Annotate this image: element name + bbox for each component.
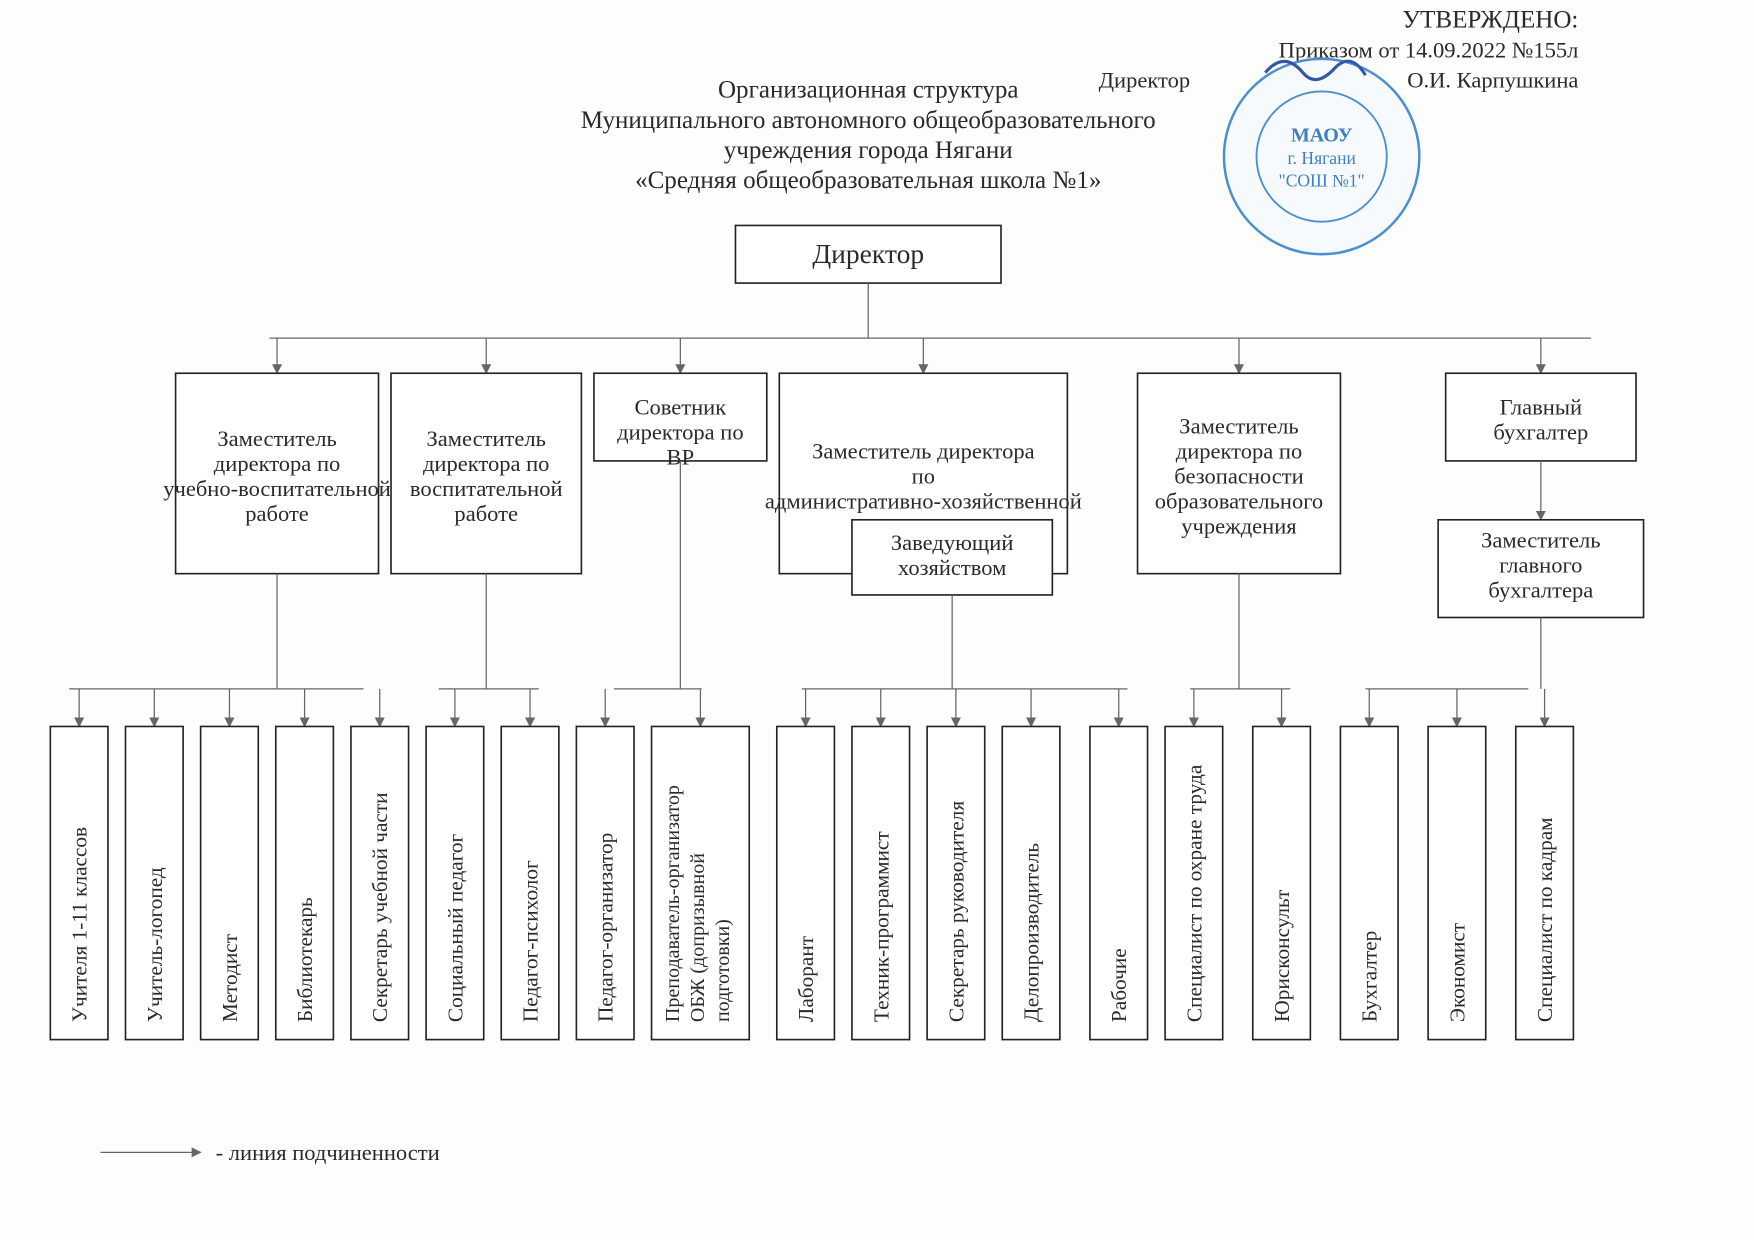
leaf-label-workers: Рабочие — [1107, 948, 1131, 1022]
leaf-label-ped-org: Педагог-организатор — [594, 833, 618, 1022]
label-dep-ahc: по — [912, 463, 935, 488]
label-dep-sec: Заместитель — [1179, 413, 1298, 438]
label-dep-ahc: Заместитель директора — [812, 438, 1035, 463]
leaf-label-tech-prog: Техник-программист — [869, 831, 893, 1022]
label-dep-vr: директора по — [423, 451, 549, 476]
label-dep-vr: работе — [454, 501, 518, 526]
leaf-label-secretary-ed: Секретарь учебной части — [368, 792, 392, 1022]
label-dep-vr: Заместитель — [427, 426, 546, 451]
label-zavhoz: Заведующий — [891, 530, 1014, 555]
label-acct: Главный — [1500, 395, 1582, 420]
leaf-label-logoped: Учитель-логопед — [143, 867, 167, 1022]
leaf-label-ohrana: Специалист по охране труда — [1182, 764, 1206, 1022]
label-dep-uvr: директора по — [214, 451, 340, 476]
leaf-label-obzh-0: Преподаватель-организатор — [662, 785, 684, 1022]
leaf-label-teachers: Учителя 1-11 классов — [68, 827, 92, 1022]
director-name: О.И. Карпушкина — [1407, 68, 1578, 93]
stamp-line3: "СОШ №1" — [1279, 171, 1365, 191]
leaf-label-jurist: Юрисконсульт — [1270, 890, 1294, 1022]
approved-label: УТВЕРЖДЕНО: — [1402, 7, 1578, 34]
label-dep-sec: директора по — [1176, 438, 1302, 463]
label-dep-sec: учреждения — [1181, 514, 1296, 539]
title-l3: учреждения города Нягани — [724, 137, 1013, 164]
label-dep-ahc: административно-хозяйственной — [765, 489, 1082, 514]
leaf-label-sec-head: Секретарь руководителя — [944, 801, 968, 1022]
director-signature-label: Директор — [1099, 68, 1190, 93]
leaf-label-soc-ped: Социальный педагог — [443, 833, 467, 1022]
leaf-label-librarian: Библиотекарь — [293, 897, 317, 1022]
stamp-line2: г. Нягани — [1287, 148, 1355, 168]
leaf-label-econ: Экономист — [1445, 923, 1469, 1022]
label-dep-sec: безопасности — [1174, 463, 1303, 488]
label-dep-uvr: работе — [245, 501, 309, 526]
leaf-label-laborant: Лаборант — [794, 936, 818, 1022]
label-acct: бухгалтер — [1493, 420, 1588, 445]
leaf-label-methodist: Методист — [218, 934, 242, 1022]
leaf-label-obzh-2: подготовки) — [712, 919, 734, 1022]
leaf-label-obzh-1: ОБЖ (допризывной — [687, 853, 709, 1022]
label-zam-acct: главного — [1499, 552, 1582, 577]
leaf-label-buh: Бухгалтер — [1358, 931, 1382, 1022]
label-dep-vr: воспитательной — [410, 476, 563, 501]
director-label: Директор — [812, 238, 924, 269]
label-zavhoz: хозяйством — [898, 555, 1006, 580]
leaf-label-psych: Педагог-психолог — [519, 860, 543, 1022]
label-advisor: Советник — [634, 395, 726, 420]
label-zam-acct: Заместитель — [1481, 527, 1600, 552]
title-l4: «Средняя общеобразовательная школа №1» — [635, 167, 1101, 194]
leaf-label-deloproiz: Делопроизводитель — [1020, 843, 1044, 1022]
legend-text: - линия подчиненности — [216, 1140, 440, 1165]
label-dep-uvr: учебно-воспитательной — [163, 476, 391, 501]
label-dep-uvr: Заместитель — [217, 426, 336, 451]
label-zam-acct: бухгалтера — [1488, 577, 1593, 602]
title-l1: Организационная структура — [718, 77, 1019, 104]
label-advisor: директора по — [617, 420, 743, 445]
label-dep-sec: образовательного — [1155, 489, 1323, 514]
title-l2: Муниципального автономного общеобразоват… — [581, 107, 1156, 134]
leaf-label-hr: Специалист по кадрам — [1533, 817, 1557, 1022]
org-chart: УТВЕРЖДЕНО:Приказом от 14.09.2022 №155лД… — [0, 0, 1754, 1240]
stamp-line1: МАОУ — [1291, 125, 1353, 147]
